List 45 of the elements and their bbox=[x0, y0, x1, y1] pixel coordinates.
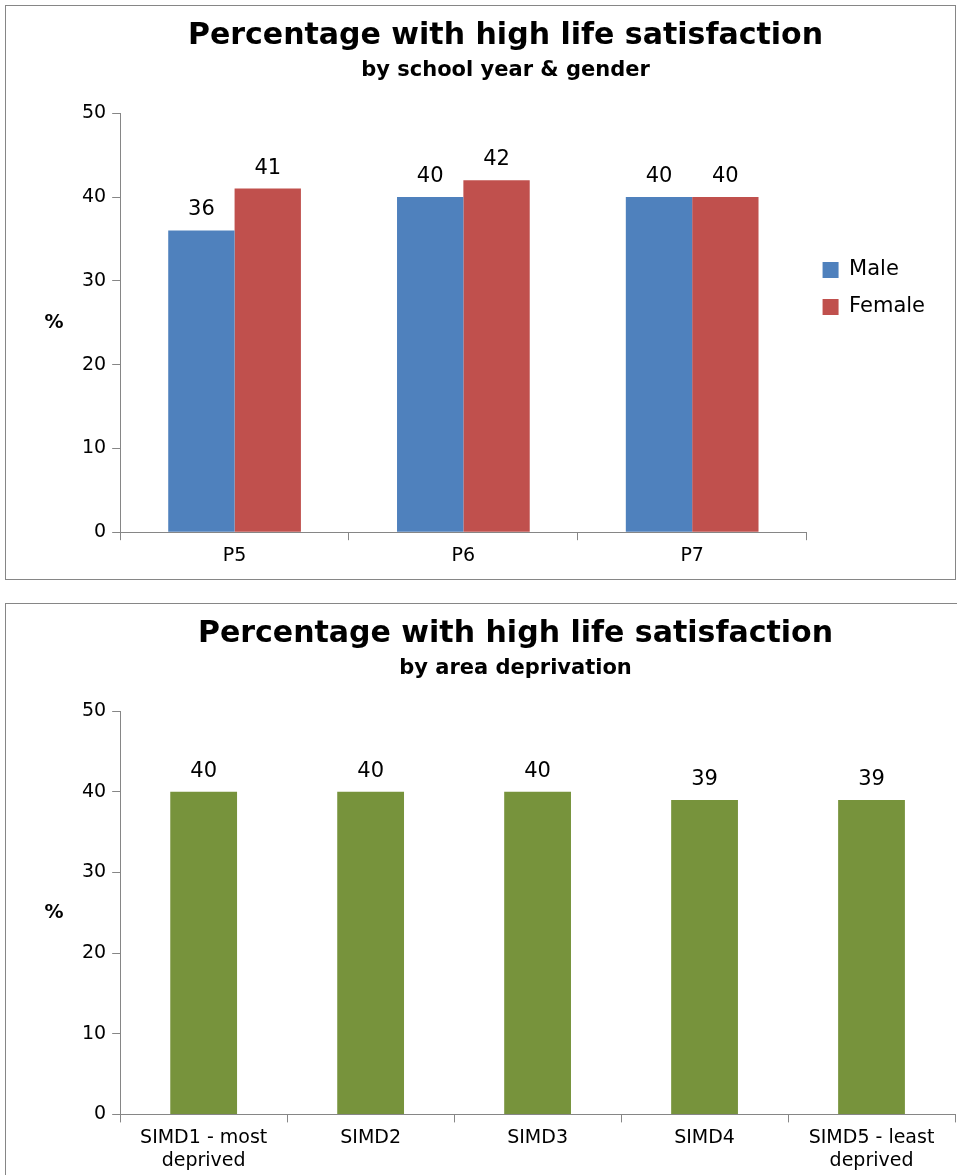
bar bbox=[397, 197, 464, 532]
x-tick-label: SIMD5 - least deprived bbox=[808, 1124, 935, 1170]
y-tick-label: 10 bbox=[81, 435, 107, 458]
data-label: 40 bbox=[524, 757, 551, 782]
x-tick-label: P6 bbox=[451, 542, 476, 565]
y-tick-label: 0 bbox=[94, 519, 107, 542]
data-label: 39 bbox=[858, 765, 885, 790]
chart-title: Percentage with high life satisfaction bbox=[187, 15, 824, 51]
x-tick-label: SIMD2 bbox=[340, 1124, 402, 1147]
y-tick-label: 20 bbox=[81, 351, 107, 374]
data-label: 40 bbox=[190, 757, 218, 782]
chart-subtitle: by school year & gender bbox=[361, 57, 651, 82]
data-label: 40 bbox=[357, 757, 384, 782]
x-tick-label: P5 bbox=[222, 542, 247, 565]
x-tick-label: SIMD3 bbox=[507, 1124, 568, 1147]
x-tick-label: P7 bbox=[680, 542, 704, 565]
y-tick-label: 40 bbox=[81, 183, 107, 206]
data-label: 39 bbox=[691, 765, 718, 790]
bar bbox=[692, 197, 759, 532]
legend-label: Male bbox=[849, 256, 899, 281]
y-tick-label: 50 bbox=[81, 698, 107, 721]
bar bbox=[234, 188, 301, 532]
data-label: 40 bbox=[645, 162, 673, 187]
y-tick-label: 30 bbox=[81, 267, 107, 290]
y-tick-label: 0 bbox=[94, 1101, 107, 1124]
y-tick-label: 10 bbox=[81, 1020, 107, 1043]
chart-subtitle: by area deprivation bbox=[399, 655, 632, 680]
data-label: 41 bbox=[254, 154, 282, 179]
x-tick-label: SIMD4 bbox=[674, 1124, 735, 1147]
y-axis-title: % bbox=[44, 899, 64, 922]
y-tick-label: 20 bbox=[81, 940, 107, 963]
y-axis-title: % bbox=[44, 309, 64, 332]
bar bbox=[463, 180, 530, 532]
y-tick-label: 50 bbox=[81, 100, 107, 123]
chart-title: Percentage with high life satisfaction bbox=[197, 613, 834, 649]
bar bbox=[168, 230, 235, 532]
data-label: 42 bbox=[483, 146, 510, 171]
data-label: 36 bbox=[188, 196, 215, 221]
legend-label: Female bbox=[849, 293, 926, 318]
y-tick-label: 30 bbox=[81, 859, 107, 882]
data-label: 40 bbox=[416, 162, 444, 187]
y-tick-label: 40 bbox=[81, 778, 107, 801]
bar bbox=[625, 197, 693, 532]
x-tick-label: SIMD1 - most deprived bbox=[140, 1124, 268, 1170]
data-label: 40 bbox=[711, 162, 739, 187]
